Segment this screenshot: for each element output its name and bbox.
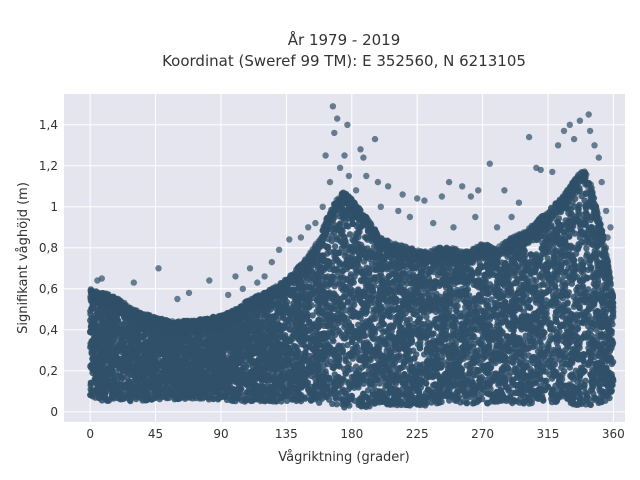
data-point <box>472 308 479 316</box>
data-point <box>344 341 351 349</box>
data-points <box>87 103 617 411</box>
chart-title-line1: År 1979 - 2019 <box>288 30 401 49</box>
chart-title-line2: Koordinat (Sweref 99 TM): E 352560, N 62… <box>162 52 526 70</box>
data-point <box>346 231 354 238</box>
data-point <box>587 401 594 409</box>
data-point <box>453 297 461 305</box>
data-point <box>583 245 590 252</box>
